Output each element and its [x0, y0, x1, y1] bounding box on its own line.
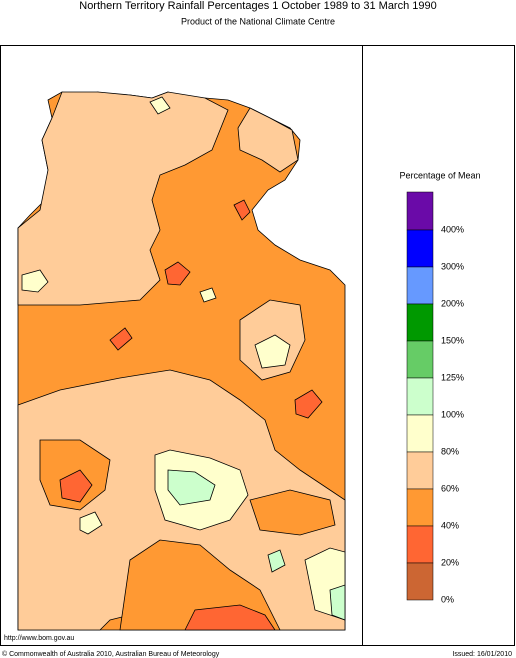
red-spot-4	[294, 389, 323, 419]
legend-label: 150%	[441, 335, 464, 345]
footer-copyright: © Commonwealth of Australia 2010, Austra…	[2, 650, 220, 658]
orange-southeast	[249, 489, 336, 536]
legend-label: 80%	[441, 446, 459, 456]
peach-east	[237, 107, 299, 173]
footer-url: http://www.bom.gov.au	[4, 635, 74, 642]
peach-north	[17, 91, 229, 306]
green-3	[329, 584, 346, 621]
green-2	[267, 549, 286, 573]
title: Northern Territory Rainfall Percentages …	[79, 0, 437, 12]
legend-swatch	[406, 266, 434, 305]
legend-swatch	[406, 340, 434, 379]
legend-swatch	[406, 451, 434, 490]
sea-island	[149, 96, 171, 115]
legend-label: 300%	[441, 261, 464, 271]
red-spot-2	[164, 261, 191, 286]
yellow-5	[79, 511, 103, 535]
legend-swatch	[406, 377, 434, 416]
legend-label: 100%	[441, 409, 464, 419]
legend-label: 125%	[441, 372, 464, 382]
red-spot-1	[59, 469, 93, 503]
red-south	[184, 604, 276, 631]
legend-label: 20%	[441, 557, 459, 567]
legend-swatch	[406, 414, 434, 453]
subtitle: Product of the National Climate Centre	[181, 16, 335, 26]
yellow-1	[254, 334, 291, 369]
legend-swatch	[406, 191, 434, 231]
frame	[0, 45, 515, 646]
green-1	[167, 469, 216, 506]
legend-label: 60%	[441, 483, 459, 493]
map	[17, 91, 346, 631]
red-spot-3	[109, 327, 133, 351]
red-spot-5	[233, 199, 251, 221]
legend-label: 0%	[441, 594, 454, 604]
legend-swatch	[406, 229, 434, 268]
legend-label: 400%	[441, 224, 464, 234]
yellow-4	[199, 287, 217, 303]
legend-swatch	[406, 488, 434, 527]
yellow-3	[21, 269, 49, 293]
legend-swatch	[406, 303, 434, 342]
footer-issued: Issued: 16/01/2010	[452, 651, 512, 658]
legend: 400% 300% 200% 150% 125% 100% 80% 60% 40% 20% 0%	[406, 191, 464, 604]
legend-label: 200%	[441, 298, 464, 308]
legend-title: Percentage of Mean	[399, 170, 480, 180]
legend-swatch	[406, 562, 434, 601]
legend-swatch	[406, 525, 434, 564]
legend-label: 40%	[441, 520, 459, 530]
